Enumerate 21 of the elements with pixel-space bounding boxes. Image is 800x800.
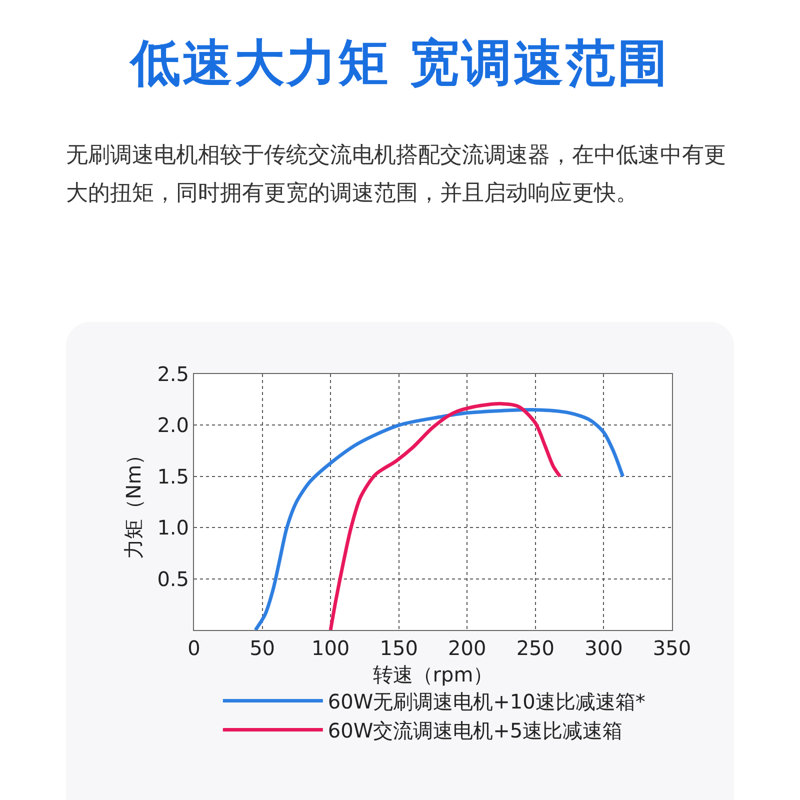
y-tick-label: 1.0 [157, 516, 189, 540]
x-tick-label: 0 [188, 636, 200, 660]
chart-title: 低速大力矩 宽调速范围 [128, 33, 671, 94]
x-tick-label: 100 [311, 636, 350, 660]
x-tick-label: 300 [584, 636, 623, 660]
y-tick-label: 1.5 [157, 464, 189, 488]
legend-label: 60W交流调速电机+5速比减速箱 [328, 718, 623, 742]
x-tick-label: 50 [250, 636, 276, 660]
line-series [254, 408, 625, 630]
line-series [328, 402, 562, 630]
x-tick-label: 150 [380, 636, 418, 660]
x-tick-label: 200 [448, 636, 486, 660]
x-axis-title: 转速（rpm） [372, 662, 494, 686]
y-tick-label: 2.0 [157, 413, 189, 438]
legend-label: 60W无刷调速电机+10速比减速箱* [328, 690, 646, 714]
chart-subtitle: 无刷调速电机相较于传统交流电机搭配交流调速器，在中低速中有更大的扭矩，同时拥有更宽的调速范围，并且启动响应更快。 [66, 142, 727, 208]
x-tick-label: 250 [516, 636, 555, 660]
x-tick-label: 350 [652, 636, 692, 660]
y-tick-label: 2.5 [157, 362, 189, 386]
y-axis-title: 力矩（Nm） [122, 444, 146, 560]
y-tick-label: 0.5 [157, 566, 189, 591]
